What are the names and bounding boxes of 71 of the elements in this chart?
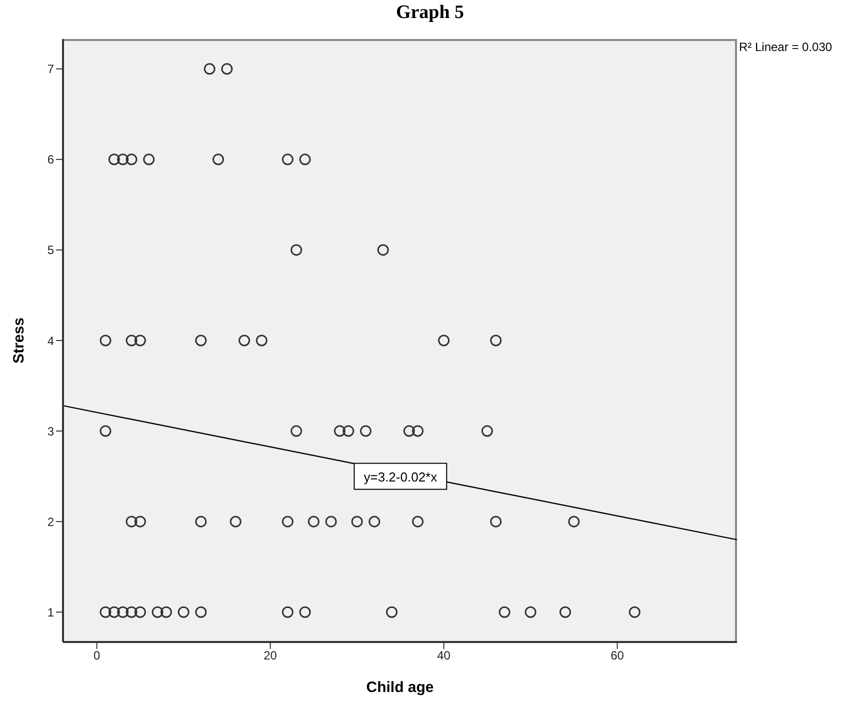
point: [282, 154, 294, 166]
point: [403, 425, 415, 437]
point: [325, 516, 337, 528]
point: [178, 606, 190, 618]
point: [108, 606, 120, 618]
y-tick-label: 4: [47, 334, 54, 348]
y-tick-label: 1: [47, 605, 54, 620]
point: [108, 154, 120, 166]
point: [117, 154, 129, 166]
point: [195, 516, 207, 528]
point: [282, 606, 294, 618]
point: [204, 63, 216, 75]
point: [212, 154, 224, 166]
point: [238, 334, 250, 346]
point: [134, 606, 146, 618]
point: [100, 425, 112, 437]
annotation: y=3.2-0.02*x: [364, 469, 438, 484]
point: [360, 425, 372, 437]
point: [299, 154, 311, 166]
point: [282, 516, 294, 528]
point: [438, 334, 450, 346]
point: [334, 425, 346, 437]
point: [126, 606, 138, 618]
point: [368, 516, 380, 528]
point: [290, 244, 302, 256]
point: [628, 606, 640, 618]
point: [490, 516, 502, 528]
point: [559, 606, 571, 618]
point: [117, 606, 129, 618]
point: [256, 334, 268, 346]
point: [308, 516, 320, 528]
x-tick-label: 0: [93, 648, 100, 663]
point: [412, 516, 424, 528]
x-tick-label: 20: [264, 648, 278, 663]
point: [100, 334, 112, 346]
x-tick-label: 60: [610, 648, 624, 663]
point: [221, 63, 233, 75]
chart-title: Graph 5: [394, 2, 466, 24]
point: [299, 606, 311, 618]
point: [195, 334, 207, 346]
point: [290, 425, 302, 437]
y-tick-label: 2: [47, 514, 54, 529]
point: [412, 425, 424, 437]
point: [143, 154, 155, 166]
x-tick-label: 40: [437, 648, 451, 663]
point: [386, 606, 398, 618]
point: [134, 334, 146, 346]
point: [100, 606, 112, 618]
point: [126, 516, 138, 528]
point: [160, 606, 172, 618]
point: [498, 606, 510, 618]
point: [134, 516, 146, 528]
point: [490, 334, 502, 346]
y-tick-label: 6: [47, 152, 54, 167]
y-tick-label: 5: [47, 243, 54, 258]
point: [126, 334, 138, 346]
point: [195, 606, 207, 618]
point: [481, 425, 493, 437]
y-tick-label: 7: [47, 62, 54, 76]
point: [351, 516, 363, 528]
text: R² Linear = 0.030: [739, 40, 832, 54]
point: [152, 606, 164, 618]
y-tick-label: 3: [47, 424, 54, 438]
point: [377, 244, 389, 256]
y-axis-title: Stress: [10, 318, 28, 364]
point: [342, 425, 354, 437]
point: [230, 516, 242, 528]
point: [126, 154, 138, 166]
point: [568, 516, 580, 528]
point: [524, 606, 536, 618]
x-axis-title: Child age: [366, 679, 434, 696]
